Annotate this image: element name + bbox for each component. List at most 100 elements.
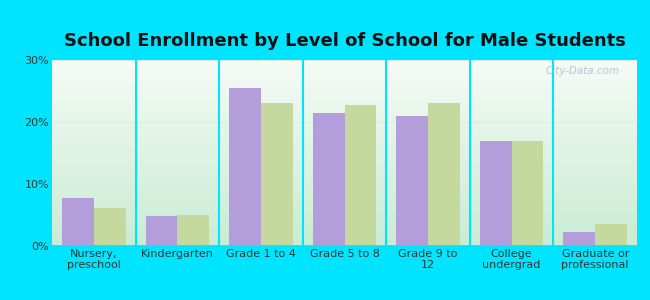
Bar: [52, 229, 650, 231]
Bar: [564, 232, 595, 246]
Bar: [52, 201, 650, 203]
Bar: [52, 138, 650, 140]
Bar: [52, 207, 650, 209]
Bar: [52, 106, 650, 108]
Bar: [52, 95, 650, 97]
Bar: [480, 141, 512, 246]
Bar: [396, 116, 428, 246]
Bar: [52, 175, 650, 177]
Bar: [52, 172, 650, 173]
Bar: [52, 203, 650, 205]
Bar: [52, 222, 650, 224]
Bar: [52, 118, 650, 119]
Bar: [52, 233, 650, 235]
Bar: [52, 220, 650, 222]
Bar: [52, 238, 650, 240]
Bar: [52, 198, 650, 200]
Bar: [62, 198, 94, 246]
Bar: [52, 227, 650, 229]
Bar: [52, 122, 650, 123]
Bar: [52, 97, 650, 99]
Bar: [52, 71, 650, 73]
Bar: [52, 214, 650, 216]
Bar: [52, 179, 650, 181]
Bar: [52, 177, 650, 179]
Bar: [52, 244, 650, 246]
Bar: [52, 66, 650, 68]
Bar: [52, 155, 650, 157]
Bar: [52, 160, 650, 162]
Bar: [52, 133, 650, 134]
Bar: [52, 82, 650, 84]
Bar: [52, 190, 650, 192]
Bar: [52, 192, 650, 194]
Bar: [52, 164, 650, 166]
Bar: [52, 79, 650, 80]
Bar: [52, 77, 650, 79]
Bar: [52, 110, 650, 112]
Bar: [52, 183, 650, 184]
Bar: [52, 149, 650, 151]
Bar: [52, 242, 650, 244]
Bar: [52, 187, 650, 188]
Bar: [177, 215, 209, 246]
Bar: [52, 105, 650, 106]
Bar: [52, 235, 650, 237]
Bar: [52, 196, 650, 198]
Bar: [52, 73, 650, 75]
Bar: [52, 153, 650, 155]
Bar: [261, 103, 292, 246]
Bar: [52, 127, 650, 129]
Bar: [52, 103, 650, 105]
Bar: [52, 68, 650, 69]
Bar: [229, 88, 261, 246]
Bar: [52, 188, 650, 190]
Bar: [52, 116, 650, 118]
Bar: [52, 140, 650, 142]
Bar: [313, 113, 344, 246]
Bar: [52, 240, 650, 242]
Bar: [52, 69, 650, 71]
Bar: [52, 92, 650, 94]
Bar: [52, 151, 650, 153]
Bar: [52, 200, 650, 201]
Bar: [52, 173, 650, 175]
Bar: [52, 184, 650, 187]
Bar: [52, 88, 650, 90]
Bar: [52, 94, 650, 95]
Bar: [344, 105, 376, 246]
Bar: [52, 62, 650, 64]
Bar: [52, 80, 650, 82]
Bar: [52, 218, 650, 220]
Bar: [52, 99, 650, 101]
Bar: [595, 224, 627, 246]
Bar: [52, 209, 650, 211]
Bar: [52, 216, 650, 218]
Bar: [52, 224, 650, 226]
Bar: [52, 162, 650, 164]
Bar: [52, 159, 650, 161]
Bar: [52, 136, 650, 138]
Bar: [52, 168, 650, 170]
Bar: [52, 90, 650, 92]
Bar: [52, 231, 650, 233]
Bar: [52, 157, 650, 159]
Bar: [52, 123, 650, 125]
Bar: [52, 75, 650, 77]
Bar: [52, 212, 650, 214]
Bar: [52, 101, 650, 103]
Title: School Enrollment by Level of School for Male Students: School Enrollment by Level of School for…: [64, 32, 625, 50]
Bar: [428, 103, 460, 246]
Bar: [52, 142, 650, 144]
Bar: [146, 216, 177, 246]
Bar: [52, 119, 650, 122]
Bar: [52, 86, 650, 88]
Bar: [52, 134, 650, 136]
Bar: [52, 108, 650, 110]
Bar: [52, 205, 650, 207]
Text: City-Data.com: City-Data.com: [545, 66, 619, 76]
Bar: [52, 131, 650, 133]
Bar: [52, 129, 650, 131]
Bar: [52, 181, 650, 183]
Bar: [52, 60, 650, 62]
